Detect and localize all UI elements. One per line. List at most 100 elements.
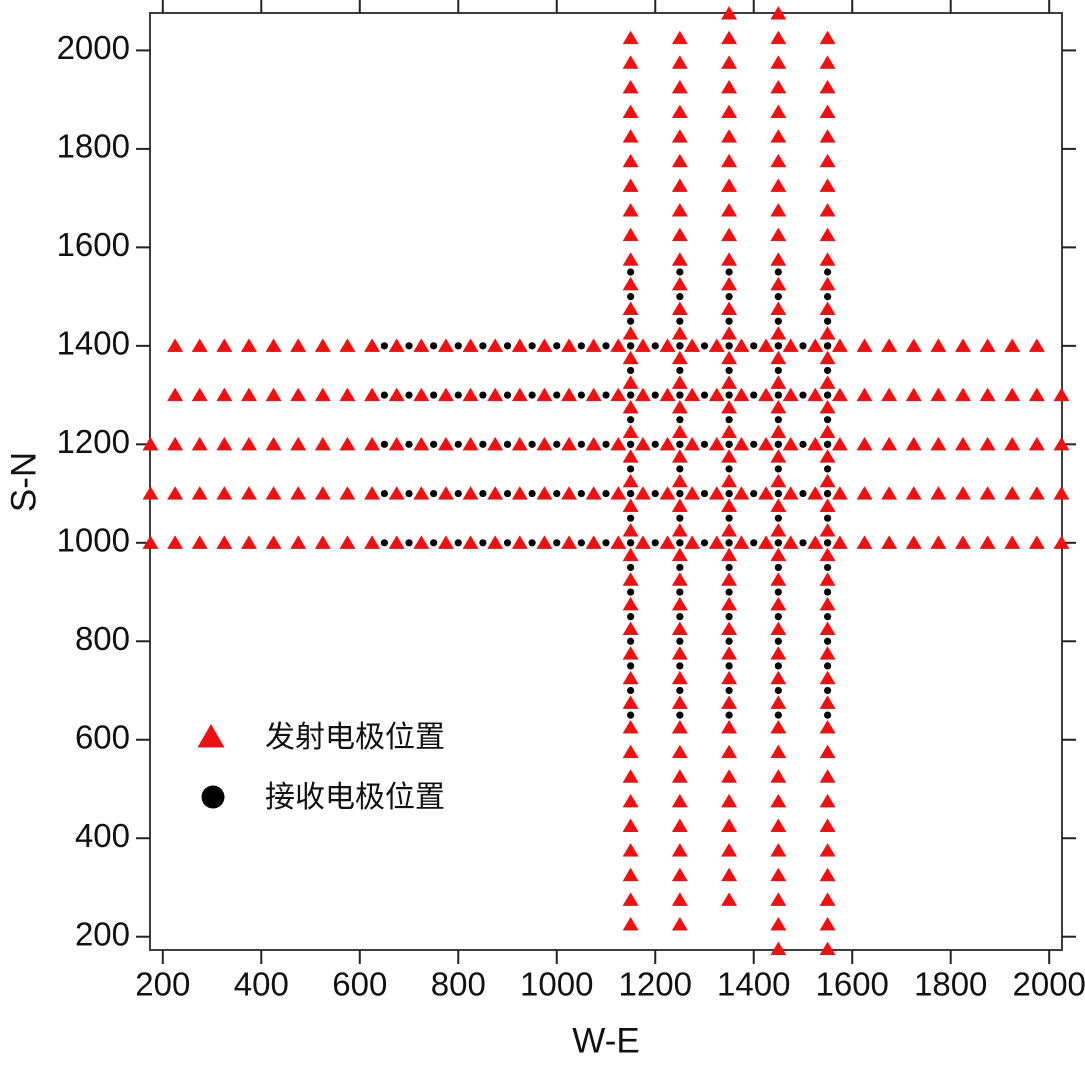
rx-marker [430,539,438,547]
rx-marker [651,391,659,399]
tx-marker [954,486,972,500]
tx-marker [462,486,479,500]
tx-marker [770,178,787,192]
rx-marker [725,293,733,301]
plot-border [149,12,1063,951]
tx-marker [622,523,639,537]
tx-marker [819,276,836,291]
tx-marker [671,104,688,119]
tx-marker [819,350,836,365]
tx-marker [622,473,639,488]
tx-marker [770,670,787,685]
tx-marker [1053,486,1070,500]
rx-marker [430,440,438,448]
tx-marker [671,793,688,808]
tx-marker [807,535,824,549]
tx-marker [634,486,651,500]
tx-marker [770,301,787,315]
plot-frame [149,12,1063,951]
tx-marker [671,55,688,69]
rx-marker [799,342,807,350]
tx-marker [1028,486,1045,500]
rx-marker [676,489,684,498]
tx-marker [721,596,738,611]
tx-marker [622,350,639,365]
tx-marker [721,523,738,537]
tx-marker [684,436,701,451]
rx-marker [774,711,782,719]
rx-marker [799,391,807,399]
tx-marker [314,338,331,352]
tx-marker [819,449,836,463]
tx-marker [462,436,479,451]
rx-marker [627,711,635,719]
tx-marker [671,449,688,463]
tx-marker [634,436,651,451]
rx-marker [380,539,389,547]
tx-marker [807,436,824,451]
tx-marker [240,436,258,451]
rx-marker [750,440,758,448]
tx-marker [770,621,787,636]
tx-marker [671,178,688,192]
tx-marker [671,744,688,759]
rx-marker [577,342,585,350]
tx-marker [585,486,602,500]
tx-marker [671,646,688,660]
y-tick-label: 1600 [57,226,130,263]
rx-marker [602,440,610,448]
tx-marker [770,30,787,45]
rx-marker [528,539,536,547]
tx-marker [216,486,233,500]
tx-marker [339,535,356,549]
tx-marker [622,547,639,562]
tx-marker [819,719,836,734]
rx-marker [430,342,438,350]
tx-marker [721,227,738,242]
y-tick-label: 2000 [57,29,130,66]
rx-marker [651,440,659,448]
rx-marker [823,711,832,719]
rx-marker [750,391,758,399]
tx-marker [265,486,282,500]
rx-marker [454,391,462,399]
rx-marker [774,342,782,350]
x-tick-label: 600 [332,966,387,1003]
tx-marker [721,719,738,734]
tx-marker [191,387,208,402]
legend-circle-swatch [201,785,225,809]
tx-marker [622,572,639,586]
tx-marker [721,424,738,439]
rx-marker [602,489,610,498]
tx-marker [770,202,787,217]
tx-marker [770,79,787,94]
tx-marker [770,744,787,759]
rx-marker [750,489,758,498]
tx-marker [1004,387,1021,402]
tx-marker [671,547,688,562]
tx-marker [671,498,688,512]
tx-marker [622,202,639,217]
tx-marker [314,486,331,500]
tx-marker [770,129,787,143]
tx-marker [721,670,738,685]
x-tick-label: 400 [234,966,289,1003]
rx-marker [602,391,610,399]
rx-marker [799,489,807,498]
tx-marker [819,202,836,217]
tx-marker [622,375,639,389]
tx-marker [290,387,307,402]
tx-marker [721,79,738,94]
tx-marker [819,596,836,611]
rx-marker [725,588,733,596]
rx-marker [823,317,832,325]
tx-marker [622,719,639,734]
rx-marker [651,342,659,350]
rx-marker [823,514,832,522]
tx-marker [721,104,738,119]
rx-marker [602,342,610,350]
tx-marker [721,399,738,414]
rx-marker [553,391,561,399]
rx-marker [725,416,733,424]
